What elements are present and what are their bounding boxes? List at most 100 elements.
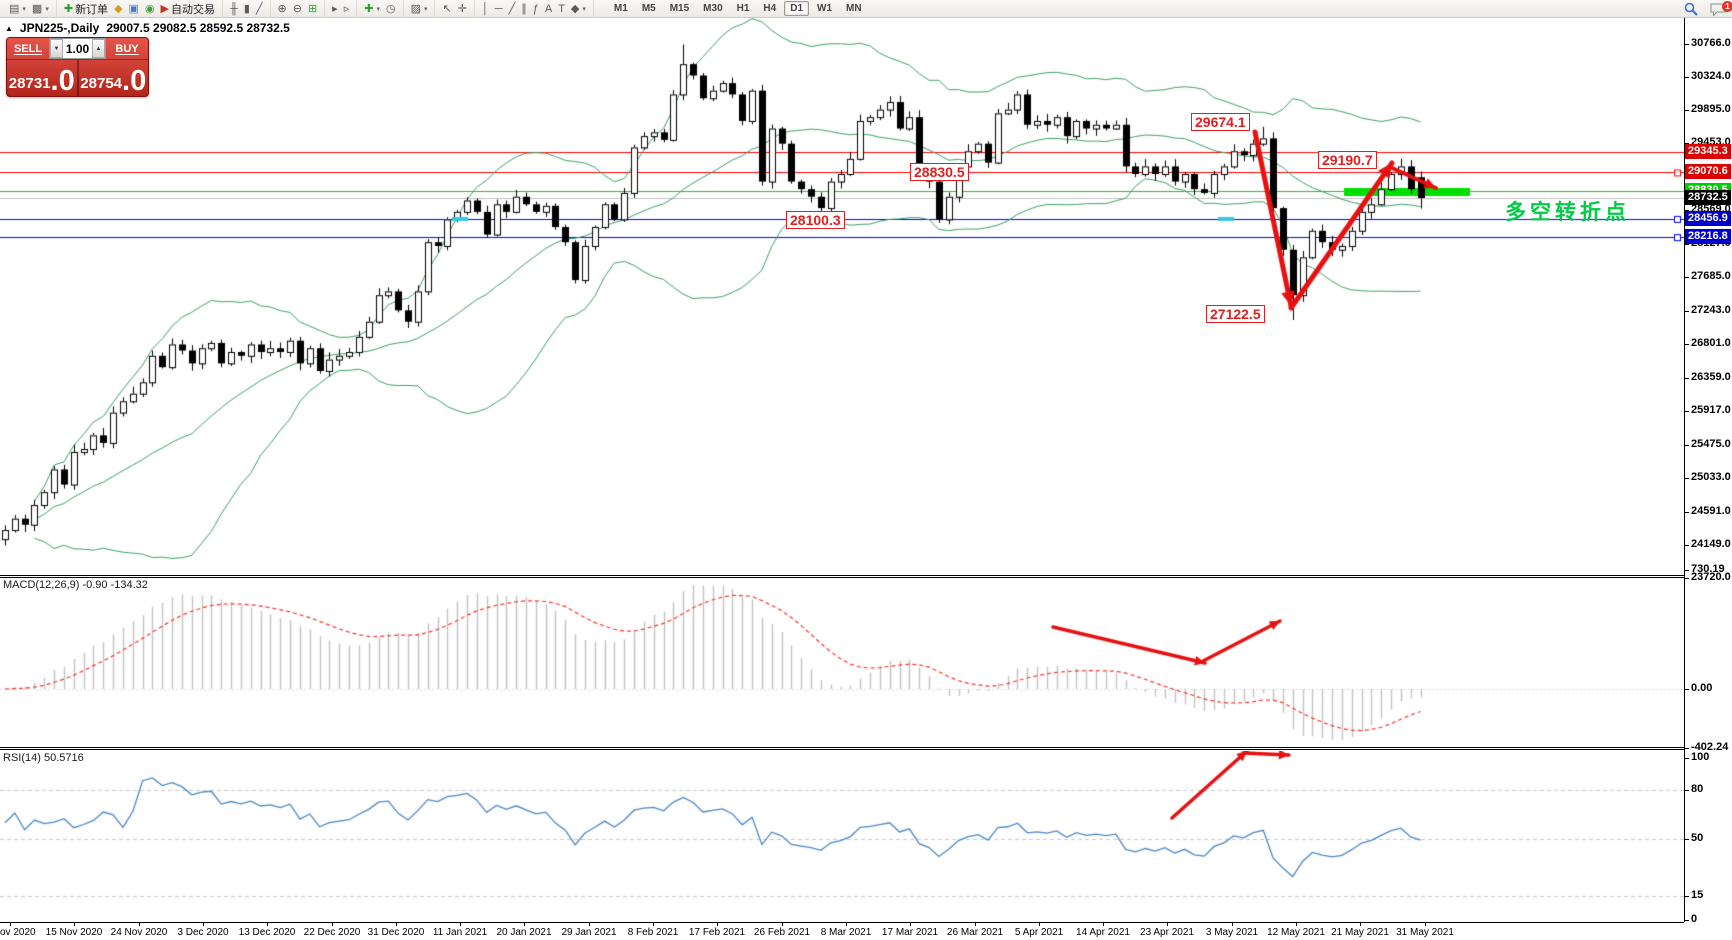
price-annotation-label[interactable]: 27122.5 [1206,305,1265,323]
templates-dropdown-icon[interactable]: ▾ [423,5,428,13]
panel-separator[interactable] [0,747,1684,748]
toolbar-group: ✚ ▾ ◷ [357,0,404,18]
date-tick [1232,923,1233,926]
price-axis: 30766.030324.029895.029453.029011.028569… [1684,18,1732,583]
period-selector-icon: ◷ [385,2,396,15]
add-indicator-button[interactable]: ✚ ▾ [361,1,383,17]
auto-scroll-button[interactable]: ▸ [329,1,341,17]
timeframe-m5[interactable]: M5 [641,3,656,14]
market-depth-button[interactable]: ◆ [111,1,125,17]
equidistant-channel-tool-button[interactable]: ∥ [518,1,530,17]
buy-price[interactable]: 28754.0 [79,60,149,96]
price-tick-label: 24591.0 [1691,505,1731,517]
timeframe-h1[interactable]: H1 [736,3,750,14]
panel-separator [0,577,1684,578]
toolbar-group: ✚ 新订单 ◆ ▣ ◉ ▶ 自动交易 [57,0,224,18]
search-icon[interactable] [1684,2,1698,16]
one-click-trading-panel: SELL ▼ 1.00 ▲ BUY 28731.0 28754.0 [6,37,149,97]
rsi-tick-label: 15 [1691,889,1704,901]
macd-tick [1684,570,1689,571]
volume-input[interactable]: 1.00 [65,41,90,56]
timeframe-d1[interactable]: D1 [784,1,810,16]
new-order-label: 新订单 [75,3,109,16]
terminal-reports-button[interactable]: ▣ [126,1,142,17]
timeframe-m30[interactable]: M30 [703,3,723,14]
price-annotation-label[interactable]: 29190.7 [1318,151,1377,169]
timeframe-mn[interactable]: MN [846,3,862,14]
chart-area[interactable] [0,18,1684,575]
volume-increase-button[interactable]: ▲ [92,39,105,58]
templates-button[interactable]: ▨ ▾ [408,1,431,17]
timeframe-h4[interactable]: H4 [763,3,777,14]
collapse-one-click-icon[interactable]: ▲ [5,23,13,33]
shapes-tool-dropdown-icon[interactable]: ▾ [582,5,586,13]
bar-chart-type-button[interactable]: ╫ [227,1,241,17]
date-label: 24 Nov 2020 [110,927,168,938]
rsi-tick [1684,920,1689,921]
chart-profiles-dropdown-icon[interactable]: ▾ [45,5,49,13]
price-tick [1684,512,1689,513]
period-selector-button[interactable]: ◷ [383,1,399,17]
timeframe-m1[interactable]: M1 [613,3,628,14]
new-order-icon: ✚ [63,2,74,15]
notifications-icon[interactable]: 1 [1710,0,1732,16]
sell-price[interactable]: 28731.0 [7,60,77,96]
price-annotation-label[interactable]: 28830.5 [910,163,969,181]
toolbar-group: ╫ ▮ ╱ [223,0,271,18]
price-tick-label: 25033.0 [1691,471,1731,483]
price-annotation-label[interactable]: 29674.1 [1191,113,1250,131]
crosshair-tool-button[interactable]: ✛ [455,1,470,17]
chart-shift-icon: ▹ [343,2,350,15]
new-chart-dropdown-icon[interactable]: ▾ [22,5,26,13]
price-badge: 28216.8 [1685,229,1731,244]
macd-canvas[interactable] [0,578,1684,746]
buy-price-base: 28754 [80,75,123,92]
new-chart-button[interactable]: ▤ ▾ [6,1,29,17]
one-click-top-row: SELL ▼ 1.00 ▲ BUY [7,38,148,60]
shapes-tool-button[interactable]: ◆ ▾ [568,1,589,17]
sell-button[interactable]: SELL [13,42,43,55]
text-tool-button[interactable]: A [542,1,555,17]
add-indicator-dropdown-icon[interactable]: ▾ [376,5,380,13]
auto-trading-button[interactable]: ▶ 自动交易 [158,1,218,17]
toolbar-group: │ ─ ╱ ∥ ƒ A T ◆ ▾ [475,0,594,18]
timeframe-m15[interactable]: M15 [669,3,690,14]
rsi-canvas[interactable] [0,751,1684,922]
sell-price-frac: .0 [50,65,75,97]
label-tool-button[interactable]: T [555,1,568,17]
cursor-tool-button[interactable]: ↖ [439,1,454,17]
price-annotation-label[interactable]: 28100.3 [786,211,845,229]
buy-button[interactable]: BUY [115,42,139,55]
new-order-button[interactable]: ✚ 新订单 [61,1,111,17]
toolbar-group: ▸ ▹ [325,0,358,18]
candlestick-chart-type-button[interactable]: ▮ [241,1,253,17]
date-label: 20 Jan 2021 [496,927,552,938]
zoom-in-button[interactable]: ⊕ [275,1,290,17]
rsi-tick-label: 0 [1691,913,1698,925]
date-label: 31 May 2021 [1396,927,1454,938]
price-badge: 29345.3 [1685,144,1731,159]
date-label: 3 Dec 2020 [177,927,229,938]
chart-shift-button[interactable]: ▹ [341,1,353,17]
line-chart-type-button[interactable]: ╱ [253,1,266,17]
zoom-out-button[interactable]: ⊖ [290,1,305,17]
fibonacci-tool-button[interactable]: ƒ [530,1,542,17]
toolbar-right: 1 [1684,0,1732,17]
tile-windows-button[interactable]: ⊞ [305,1,320,17]
trade-signals-button[interactable]: ◉ [142,1,158,17]
trade-signals-icon: ◉ [144,2,155,15]
volume-decrease-button[interactable]: ▼ [50,39,63,58]
horizontal-line-tool-button[interactable]: ─ [492,1,506,17]
notification-badge: 1 [1722,0,1732,12]
timeframe-w1[interactable]: W1 [817,3,833,14]
vertical-line-tool-button[interactable]: │ [479,1,492,17]
macd-tick [1684,748,1689,749]
panel-separator[interactable] [0,575,1684,576]
date-label: 29 Jan 2021 [561,927,617,938]
price-chart-canvas[interactable] [0,18,1684,575]
fibonacci-tool-icon: ƒ [532,2,539,15]
price-tick [1684,311,1689,312]
chart-profiles-button[interactable]: ▩ ▾ [29,1,52,17]
trendline-tool-button[interactable]: ╱ [506,1,519,17]
macd-axis: 730.19 0.00 -402.24 [1684,563,1732,753]
